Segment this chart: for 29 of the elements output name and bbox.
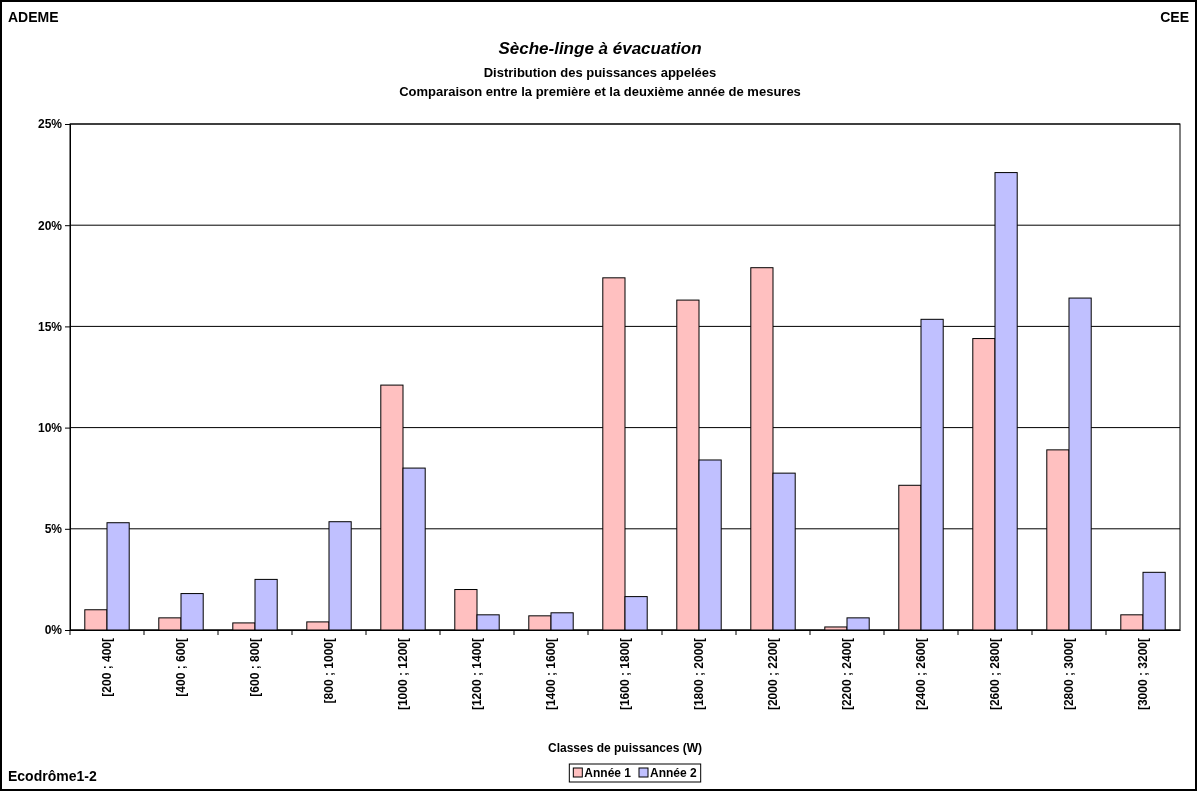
x-tick-label: [2200 ; 2400[	[840, 638, 855, 711]
x-tick-label: [2800 ; 3000[	[1062, 638, 1077, 711]
x-tick-label: [1400 ; 1600[	[544, 638, 559, 711]
chart-subtitle: Distribution des puissances appelées Comparaison entre la première et la deuxième année de mesures	[399, 65, 801, 99]
x-axis-title: Classes de puissances (W)	[547, 741, 703, 755]
y-tick-label: 15%	[37, 319, 63, 334]
x-tick-label: [800 ; 1000[	[322, 638, 337, 704]
text: Ecodrôme1-2	[8, 768, 97, 784]
y-tick-label: 10%	[37, 420, 63, 435]
x-tick-label: [600 ; 800[	[248, 638, 263, 697]
text: CEE	[1160, 9, 1189, 25]
x-tick-label: [2000 ; 2200[	[766, 638, 781, 711]
x-tick-label: [2600 ; 2800[	[988, 638, 1003, 711]
x-tick-label: [2400 ; 2600[	[914, 638, 929, 711]
x-tick-label: [200 ; 400[	[100, 638, 115, 697]
chart-title: Sèche-linge à évacuation	[498, 39, 702, 58]
y-tick-label: 0%	[44, 623, 63, 638]
y-tick-label: 5%	[44, 522, 63, 537]
x-tick-label: [400 ; 600[	[174, 638, 189, 697]
x-tick-label: [1800 ; 2000[	[692, 638, 707, 711]
legend-label: Année 1	[584, 766, 632, 780]
x-tick-label: [1200 ; 1400[	[470, 638, 485, 711]
x-tick-label: [3000 ; 3200[	[1136, 638, 1151, 711]
text: ADEME	[8, 9, 59, 25]
x-tick-label: [1000 ; 1200[	[396, 638, 411, 711]
y-tick-label: 20%	[37, 218, 63, 233]
legend-label: Année 2	[650, 766, 698, 780]
x-tick-label: [1600 ; 1800[	[618, 638, 633, 711]
y-tick-label: 25%	[37, 117, 63, 132]
